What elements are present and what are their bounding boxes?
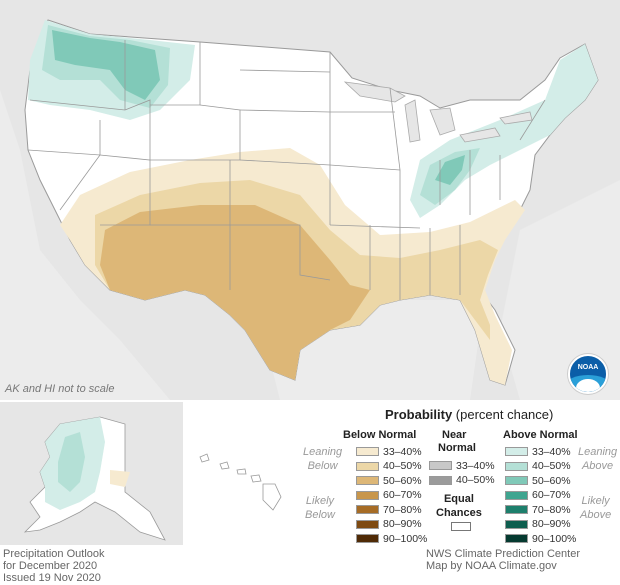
hawaii-islands — [199, 453, 282, 511]
above-normal-swatch — [505, 519, 528, 529]
above-normal-label: 90–100% — [532, 532, 577, 545]
below-normal-row: 40–50% — [356, 460, 422, 472]
above-50-60-northwest — [52, 30, 160, 100]
below-normal-row: 80–90% — [356, 518, 422, 530]
near-normal-heading-line2: Normal — [438, 442, 476, 454]
above-normal-swatch — [505, 447, 528, 456]
likely-above-label: Likely Above — [580, 495, 612, 521]
above-normal-label: 33–40% — [532, 445, 571, 458]
near-normal-swatch — [429, 475, 452, 485]
above-normal-swatch — [505, 490, 528, 500]
above-normal-swatch — [505, 534, 528, 543]
above-normal-label: 50–60% — [532, 474, 571, 487]
below-normal-swatch — [356, 519, 379, 529]
legend-panel: Probability (percent chance) Below Norma… — [299, 402, 620, 545]
below-normal-heading: Below Normal — [343, 429, 417, 441]
equal-chances-swatch — [451, 522, 471, 531]
pacific-ocean — [0, 90, 170, 400]
leaning-above-label: Leaning Above — [578, 446, 618, 472]
near-normal-row: 33–40% — [429, 459, 495, 472]
noaa-logo: NOAA — [568, 354, 608, 394]
above-normal-label: 40–50% — [532, 460, 571, 472]
below-normal-swatch — [356, 505, 379, 514]
below-normal-swatch — [356, 490, 379, 500]
legend-title: Probability (percent chance) — [385, 407, 554, 422]
below-normal-label: 60–70% — [383, 489, 422, 501]
alaska-inset — [0, 402, 183, 545]
alaska-below-33-40 — [110, 470, 130, 487]
above-normal-row: 70–80% — [505, 503, 571, 516]
map-credit: Map by NOAA Climate.gov — [425, 560, 557, 572]
near-normal-row: 40–50% — [429, 474, 495, 486]
source-credit: NWS Climate Prediction Center — [425, 548, 580, 560]
great-lakes — [343, 81, 533, 143]
above-normal-row: 60–70% — [505, 489, 571, 501]
below-normal-label: 70–80% — [383, 503, 422, 516]
below-normal-label: 40–50% — [383, 460, 422, 472]
above-normal-row: 80–90% — [505, 518, 571, 530]
outlook-title: Precipitation Outlook — [3, 548, 105, 560]
above-normal-row: 40–50% — [505, 460, 571, 472]
hawaii-inset — [185, 402, 297, 545]
above-normal-swatch — [505, 505, 528, 514]
below-normal-swatch — [356, 476, 379, 485]
above-50-60-northeast — [435, 155, 465, 185]
below-normal-row: 70–80% — [356, 503, 422, 516]
above-normal-label: 80–90% — [532, 518, 571, 530]
likely-below-label: Likely Below — [305, 495, 335, 521]
below-normal-row: 60–70% — [356, 489, 422, 501]
below-normal-label: 50–60% — [383, 474, 422, 487]
outlook-period: for December 2020 — [3, 560, 98, 572]
footer-right: NWS Climate Prediction Center Map by NOA… — [426, 548, 580, 572]
below-50-60-region — [100, 205, 370, 380]
above-normal-heading: Above Normal — [503, 429, 578, 441]
near-normal-heading-line1: Near — [442, 429, 467, 441]
below-normal-label: 90–100% — [383, 532, 428, 545]
near-normal-label: 40–50% — [456, 474, 495, 486]
above-normal-row: 90–100% — [505, 532, 577, 545]
conus-map — [0, 0, 620, 400]
below-normal-swatch — [356, 461, 379, 471]
above-normal-label: 70–80% — [532, 503, 571, 516]
equal-chances-label: Equal Chances — [436, 493, 482, 519]
below-normal-label: 80–90% — [383, 518, 422, 530]
below-normal-row: 33–40% — [356, 445, 422, 458]
above-normal-swatch — [505, 461, 528, 471]
below-normal-swatch — [356, 447, 379, 456]
below-normal-label: 33–40% — [383, 445, 422, 458]
state-boundaries — [27, 40, 546, 300]
above-normal-row: 33–40% — [505, 445, 571, 458]
below-normal-row: 50–60% — [356, 474, 422, 487]
footer-left: Precipitation Outlook for December 2020 … — [3, 548, 105, 584]
above-normal-swatch — [505, 476, 528, 485]
alaska-above-40-50 — [58, 432, 85, 492]
near-normal-swatch — [429, 461, 452, 470]
atlantic-ocean — [500, 180, 620, 400]
scale-note: AK and HI not to scale — [5, 383, 115, 395]
near-normal-label: 33–40% — [456, 459, 495, 472]
leaning-below-label: Leaning Below — [303, 446, 343, 472]
above-normal-label: 60–70% — [532, 489, 571, 501]
below-normal-swatch — [356, 534, 379, 543]
above-normal-row: 50–60% — [505, 474, 571, 487]
below-normal-row: 90–100% — [356, 532, 428, 545]
issue-date: Issued 19 Nov 2020 — [3, 572, 101, 584]
noaa-logo-text: NOAA — [577, 364, 599, 371]
